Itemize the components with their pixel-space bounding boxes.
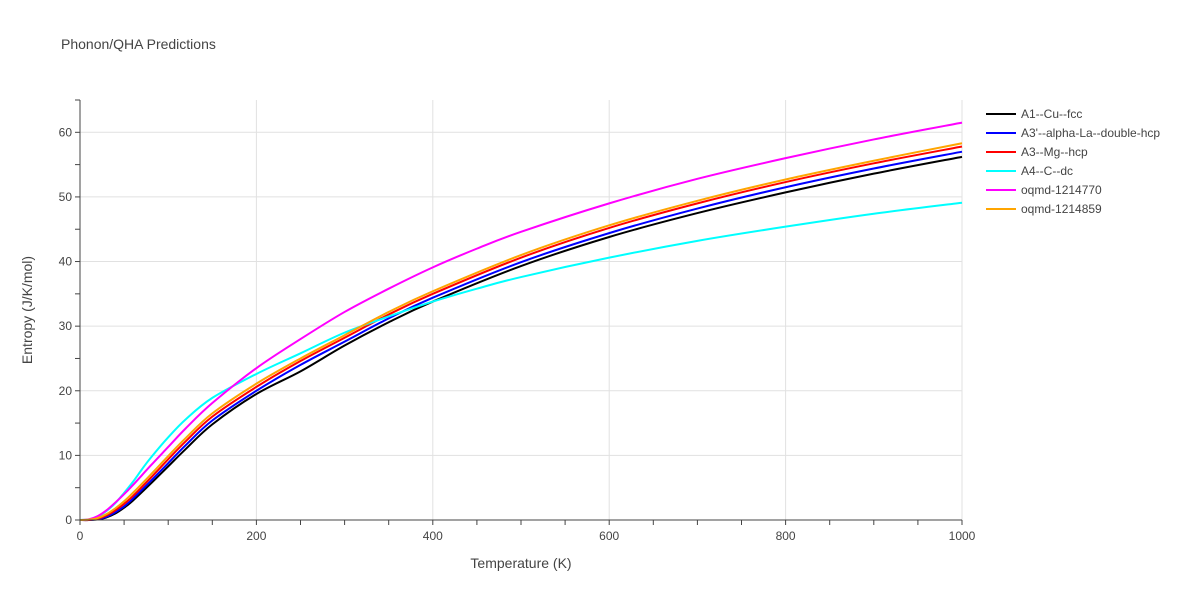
- legend-item-3[interactable]: A3--Mg--hcp: [986, 145, 1088, 159]
- y-tick-label: 40: [59, 255, 73, 269]
- series-line-3: [79, 145, 963, 522]
- legend-label: oqmd-1214770: [1021, 183, 1102, 197]
- x-tick-label: 200: [246, 529, 266, 543]
- legend-item-4[interactable]: A4--C--dc: [986, 164, 1073, 178]
- y-tick-label: 50: [59, 190, 73, 204]
- series-lines: [79, 121, 963, 522]
- y-tick-label: 20: [59, 384, 73, 398]
- x-tick-label: 600: [599, 529, 619, 543]
- legend-item-5[interactable]: oqmd-1214770: [986, 183, 1102, 197]
- legend-label: A3'--alpha-La--double-hcp: [1021, 126, 1160, 140]
- x-tick-label: 800: [776, 529, 796, 543]
- grid-lines: [80, 100, 963, 520]
- series-line-2: [79, 150, 963, 522]
- legend-label: A4--C--dc: [1021, 164, 1073, 178]
- y-tick-label: 60: [59, 125, 73, 139]
- axes: 0 200 400 600 800 1000 0 10 20 30 40 50 60: [59, 99, 976, 543]
- x-tick-label: 1000: [949, 529, 976, 543]
- series-line-4: [79, 201, 963, 521]
- legend-label: oqmd-1214859: [1021, 202, 1102, 216]
- y-tick-label: 0: [65, 513, 72, 527]
- legend-label: A1--Cu--fcc: [1021, 107, 1082, 121]
- x-tick-label: 0: [77, 529, 84, 543]
- legend-item-2[interactable]: A3'--alpha-La--double-hcp: [986, 126, 1160, 140]
- legend-item-6[interactable]: oqmd-1214859: [986, 202, 1102, 216]
- legend[interactable]: A1--Cu--fcc A3'--alpha-La--double-hcp A3--…: [986, 107, 1160, 216]
- series-line-6: [79, 142, 963, 521]
- y-tick-label: 10: [59, 448, 73, 462]
- legend-item-1[interactable]: A1--Cu--fcc: [986, 107, 1082, 121]
- x-tick-label: 400: [423, 529, 443, 543]
- series-line-1: [79, 155, 963, 522]
- y-axis-title: Entropy (J/K/mol): [19, 256, 35, 364]
- chart-title: Phonon/QHA Predictions: [61, 36, 216, 52]
- y-tick-label: 30: [59, 319, 73, 333]
- series-line-5: [79, 121, 963, 521]
- legend-label: A3--Mg--hcp: [1021, 145, 1088, 159]
- x-axis-title: Temperature (K): [470, 555, 571, 571]
